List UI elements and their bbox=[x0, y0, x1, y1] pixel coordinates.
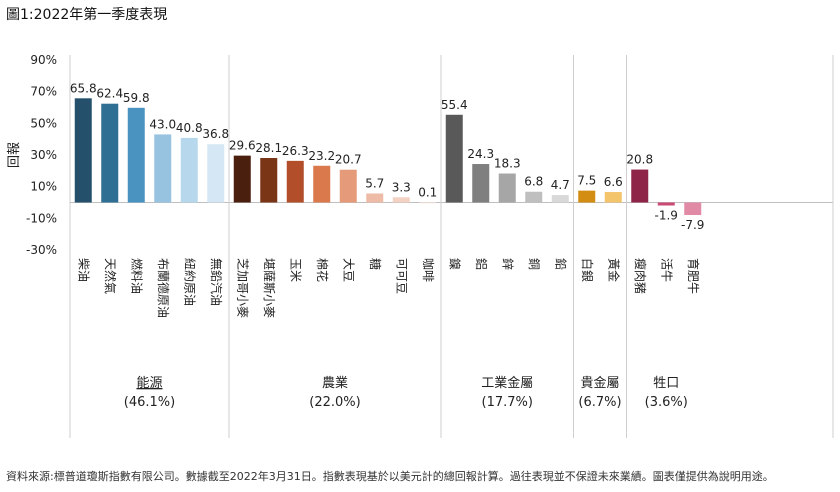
bar bbox=[604, 192, 622, 203]
bar bbox=[498, 173, 516, 203]
bar bbox=[313, 165, 331, 203]
y-tick-label: 50% bbox=[30, 116, 57, 130]
category-label: 柴油 bbox=[76, 258, 90, 282]
category-label: 鉛 bbox=[553, 258, 567, 270]
category-label: 銅 bbox=[527, 258, 541, 270]
bar bbox=[233, 155, 251, 203]
bar-value-label: 28.1 bbox=[255, 141, 282, 155]
category-label: 無鉛汽油 bbox=[209, 258, 224, 306]
figure-title: 圖1:2022年第一季度表現 bbox=[6, 7, 168, 23]
bar-value-label: 55.4 bbox=[441, 98, 468, 112]
bar-value-label: 5.7 bbox=[365, 176, 384, 190]
group-name-label: 農業 bbox=[322, 375, 348, 391]
group-weight-label: (46.1%) bbox=[124, 395, 175, 410]
bar bbox=[260, 158, 278, 203]
bar-value-label: 24.3 bbox=[467, 147, 494, 161]
category-label: 大豆 bbox=[341, 258, 355, 282]
bar-value-label: 36.8 bbox=[202, 127, 229, 141]
category-label: 黃金 bbox=[606, 258, 621, 282]
category-label: 白銀 bbox=[580, 258, 595, 282]
bar-value-label: 3.3 bbox=[392, 180, 411, 194]
bar-value-label: 20.7 bbox=[335, 153, 362, 167]
y-tick-label: 90% bbox=[30, 53, 57, 67]
y-tick-label: -10% bbox=[26, 211, 57, 225]
y-tick-label: 30% bbox=[30, 148, 57, 162]
category-label: 育肥牛 bbox=[686, 258, 701, 294]
bar-value-label: 29.6 bbox=[229, 139, 256, 153]
group-weight-label: (3.6%) bbox=[645, 395, 688, 410]
bar bbox=[551, 195, 569, 203]
bar-value-label: 0.1 bbox=[418, 185, 437, 199]
source-note: 資料來源:標普道瓊斯指數有限公司。數據截至2022年3月31日。指數表現基於以美… bbox=[6, 470, 774, 483]
category-label: 鋁 bbox=[474, 258, 488, 270]
group-name-label: 牲口 bbox=[653, 376, 679, 391]
bar bbox=[525, 191, 543, 203]
category-label: 燃料油 bbox=[129, 258, 144, 294]
bar-value-label: 20.8 bbox=[626, 153, 653, 167]
bar bbox=[127, 107, 145, 203]
bar-value-label: 6.8 bbox=[524, 175, 543, 189]
bar bbox=[631, 169, 649, 203]
bar bbox=[154, 134, 172, 203]
category-label: 芝加哥小麥 bbox=[235, 258, 250, 318]
bar-value-label: 4.7 bbox=[551, 178, 570, 192]
bar bbox=[74, 98, 92, 203]
bar bbox=[286, 160, 304, 203]
bar bbox=[392, 197, 410, 203]
y-tick-label: -30% bbox=[26, 243, 57, 257]
bar-value-label: 43.0 bbox=[149, 117, 176, 131]
category-label: 玉米 bbox=[288, 258, 302, 282]
category-label: 鋅 bbox=[500, 258, 515, 270]
category-label: 瘦肉豬 bbox=[633, 258, 648, 294]
group-name-label: 能源 bbox=[136, 376, 162, 391]
bar-value-label: 6.6 bbox=[604, 175, 623, 189]
bar-value-label: 40.8 bbox=[176, 121, 203, 135]
bar-value-label: -1.9 bbox=[655, 209, 678, 223]
category-label: 布蘭德原油 bbox=[156, 258, 171, 318]
bar bbox=[207, 144, 225, 203]
y-tick-label: 70% bbox=[30, 85, 57, 99]
bar bbox=[657, 202, 675, 206]
bar-value-label: -7.9 bbox=[681, 218, 704, 232]
bar-value-label: 26.3 bbox=[282, 144, 309, 158]
category-label: 糖 bbox=[368, 258, 383, 270]
category-label: 鎳 bbox=[447, 258, 462, 270]
bar bbox=[339, 169, 357, 203]
group-weight-label: (17.7%) bbox=[482, 395, 533, 410]
category-label: 堪薩斯小麥 bbox=[262, 258, 276, 318]
bar-value-label: 59.8 bbox=[123, 91, 150, 105]
bar-value-label: 18.3 bbox=[494, 157, 521, 171]
group-weight-label: (22.0%) bbox=[309, 395, 360, 410]
category-label: 活牛 bbox=[659, 258, 674, 282]
bar bbox=[578, 190, 596, 203]
bar-value-label: 7.5 bbox=[577, 174, 596, 188]
bar-value-label: 23.2 bbox=[308, 149, 335, 163]
y-axis-title: 回報 bbox=[7, 142, 22, 168]
bar bbox=[419, 202, 437, 204]
category-label: 咖啡 bbox=[421, 258, 436, 282]
bar bbox=[366, 193, 384, 203]
bar-value-label: 65.8 bbox=[70, 81, 97, 95]
group-name-label: 工業金屬 bbox=[481, 375, 533, 391]
y-tick-label: 10% bbox=[30, 180, 57, 194]
bar-value-label: 62.4 bbox=[96, 87, 123, 101]
bar bbox=[180, 137, 198, 203]
category-label: 天然氣 bbox=[103, 258, 118, 294]
group-name-label: 貴金屬 bbox=[580, 375, 619, 391]
category-label: 紐約原油 bbox=[182, 258, 197, 306]
bar bbox=[445, 114, 463, 203]
category-label: 棉花 bbox=[315, 258, 330, 282]
bar bbox=[684, 202, 702, 216]
group-weight-label: (6.7%) bbox=[578, 395, 621, 410]
bar bbox=[101, 103, 119, 203]
bar bbox=[472, 164, 490, 203]
category-label: 可可豆 bbox=[394, 258, 408, 294]
